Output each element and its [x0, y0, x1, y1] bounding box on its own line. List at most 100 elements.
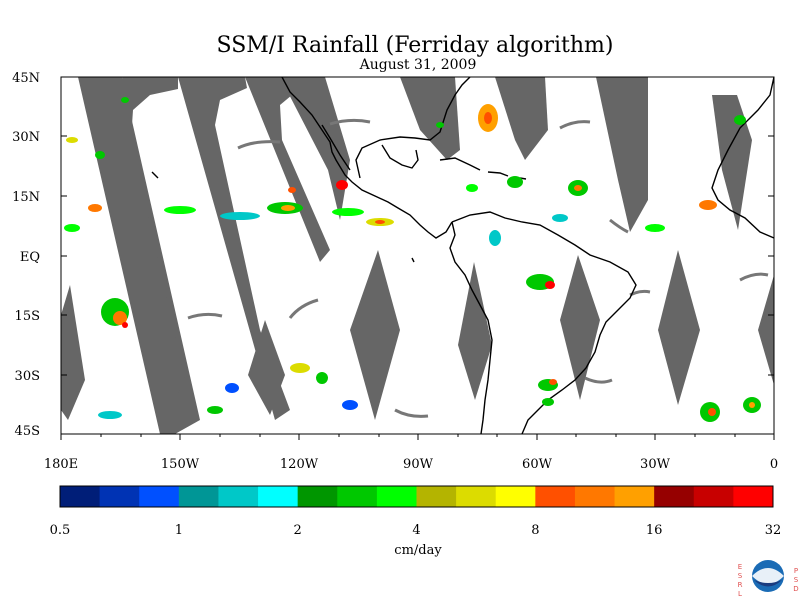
colorbar-swatch — [693, 486, 734, 507]
swath — [61, 285, 85, 420]
colorbar-tick-label: 4 — [412, 523, 420, 538]
swath — [658, 250, 700, 405]
coast-south-america-west — [449, 221, 493, 434]
coast-hispaniola — [487, 171, 509, 177]
coast-baja — [321, 124, 351, 171]
swath — [758, 275, 774, 385]
rain-patch — [708, 408, 716, 416]
rain-patch — [484, 112, 492, 124]
lat-label: 15N — [12, 190, 40, 205]
colorbar-swatch — [139, 486, 180, 507]
colorbar-swatch — [337, 486, 378, 507]
swath — [712, 95, 752, 230]
rain-patch — [281, 205, 295, 211]
swath — [495, 77, 548, 160]
logo-letter: E — [738, 563, 742, 571]
swath — [248, 320, 285, 415]
colorbar-swatch — [614, 486, 655, 507]
colorbar-swatch — [218, 486, 259, 507]
colorbar-tick-label: 32 — [765, 523, 782, 538]
swath — [245, 77, 330, 262]
lon-label: 120W — [280, 457, 319, 472]
lon-label: 150W — [161, 457, 200, 472]
swath — [596, 77, 648, 232]
colorbar-tick-label: 1 — [175, 523, 183, 538]
lat-label: 15S — [15, 309, 40, 324]
arc — [187, 312, 223, 320]
rain-patch — [121, 97, 129, 103]
colorbar-unit-label: cm/day — [394, 543, 442, 558]
rain-patch — [98, 411, 122, 419]
arc — [559, 120, 591, 130]
logo-letter: L — [738, 590, 742, 598]
coastlines — [151, 77, 774, 434]
map-title: SSM/I Rainfall (Ferriday algorithm) — [217, 33, 614, 58]
colorbar-swatch — [297, 486, 338, 507]
logo-letter: S — [738, 572, 743, 580]
logo-letter: P — [794, 567, 798, 575]
coast-hawaii — [151, 171, 159, 179]
lon-label: 90W — [403, 457, 434, 472]
rain-patch — [749, 402, 755, 408]
rain-patch — [332, 208, 364, 216]
rain-patch — [336, 180, 348, 190]
rain-patch — [734, 115, 746, 125]
swath — [458, 262, 492, 400]
lat-label: EQ — [20, 250, 40, 265]
lon-ticks — [60, 434, 775, 440]
colorbar-swatch — [574, 486, 616, 507]
colorbar-frame — [59, 485, 774, 508]
coast-cuba — [439, 157, 481, 171]
map-date: August 31, 2009 — [359, 57, 477, 73]
lon-label: 30W — [640, 457, 671, 472]
noaa-logo: E S R L P S D — [738, 560, 799, 598]
arc — [739, 272, 769, 282]
rain-patch — [220, 212, 260, 220]
noaa-wave-icon — [752, 568, 784, 584]
map-area — [60, 76, 775, 440]
lat-label: 45S — [15, 424, 40, 439]
lat-label: 30N — [12, 130, 40, 145]
colorbar-swatch — [178, 486, 219, 507]
lon-label: 180E — [44, 457, 78, 472]
swath — [560, 255, 600, 400]
logo-letter: D — [793, 585, 798, 593]
coast-yucatan — [381, 144, 419, 169]
rain-patch — [88, 204, 102, 212]
lat-label: 30S — [15, 369, 40, 384]
colorbar-swatch — [733, 486, 774, 507]
missing-data-swaths — [61, 77, 774, 434]
rain-patch — [574, 185, 582, 191]
colorbar-swatch — [416, 486, 457, 507]
arc — [288, 298, 319, 319]
rain-patch — [66, 137, 78, 143]
colorbar-swatch — [99, 486, 140, 507]
rain-patch — [507, 176, 523, 188]
rain-patch — [466, 184, 478, 192]
swath — [178, 77, 290, 420]
colorbar-swatch — [60, 486, 101, 507]
coast-africa-west — [711, 77, 774, 239]
colorbar-swatch — [654, 486, 695, 507]
arc — [394, 408, 429, 418]
colorbar-swatch — [456, 486, 497, 507]
coast-south-america-east — [451, 211, 637, 434]
lat-ticks — [61, 76, 774, 435]
rain-patch — [645, 224, 665, 232]
arc — [609, 218, 629, 234]
rain-patch — [164, 206, 196, 214]
rain-patch — [288, 187, 296, 193]
rain-patch — [122, 322, 128, 328]
rain-patch — [290, 363, 310, 373]
rain-patch — [699, 200, 717, 210]
arc — [237, 140, 281, 150]
swath — [280, 77, 350, 220]
rain-patch — [64, 224, 80, 232]
rain-patch — [542, 398, 554, 406]
lon-label: 0 — [770, 457, 778, 472]
swath — [350, 250, 400, 420]
rain-patch — [545, 281, 555, 289]
swath — [148, 320, 185, 415]
colorbar-swatch — [376, 486, 417, 507]
